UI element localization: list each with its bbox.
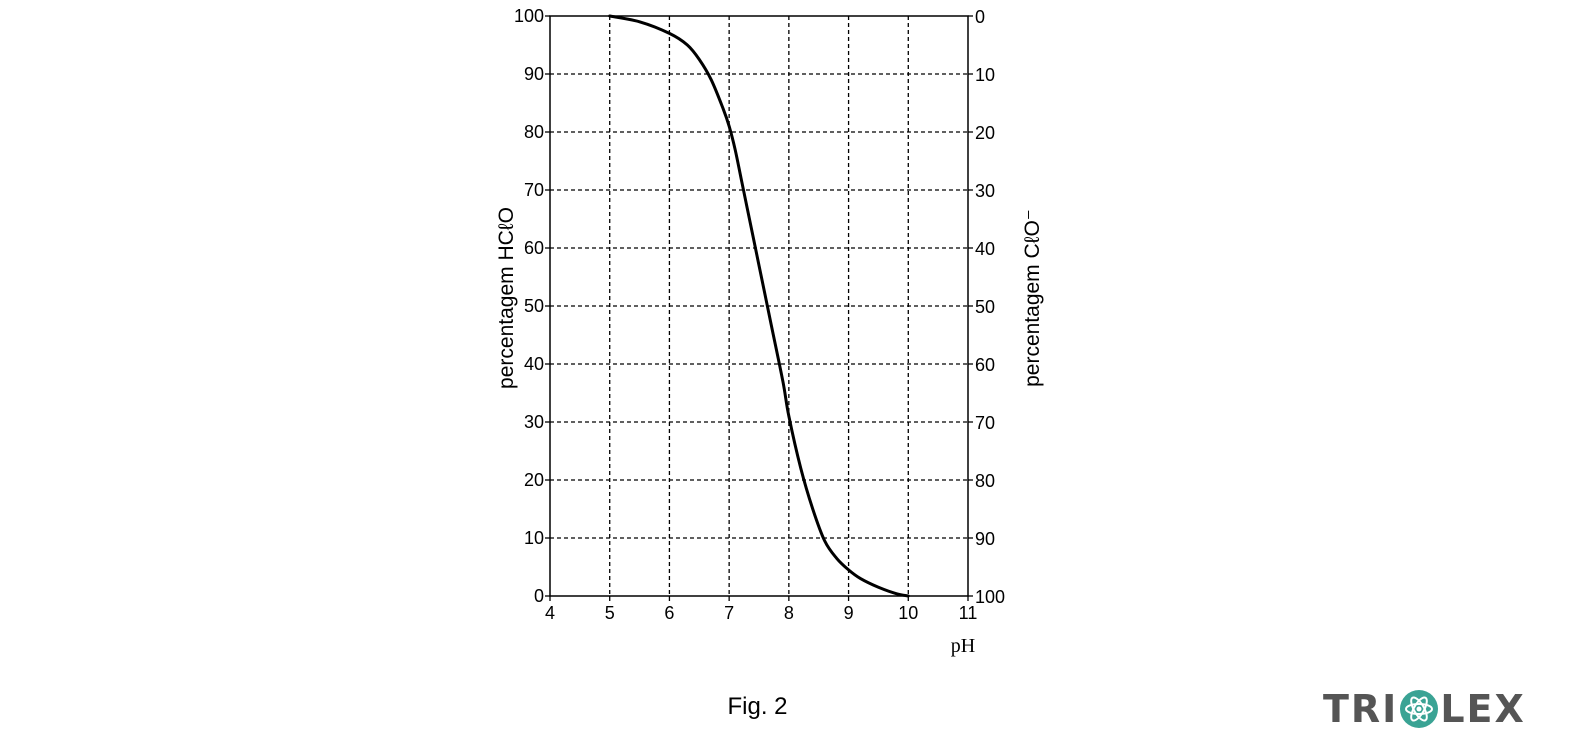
y-axis-label: percentagem HCℓO [495,207,518,389]
y2-tick-label: 10 [975,65,995,85]
y-tick-label: 50 [524,296,544,316]
x-axis-label: pH [951,635,975,657]
x-tick-label: 4 [545,603,555,623]
y2-tick-label: 40 [975,239,995,259]
y2-tick-label: 70 [975,413,995,433]
x-tick-label: 8 [784,603,794,623]
y2-axis-label: percentagem CℓO⁻ [1021,209,1044,387]
y2-tick-label: 50 [975,297,995,317]
y2-tick-label: 60 [975,355,995,375]
y-tick-label: 0 [534,586,544,606]
x-tick-label: 9 [844,603,854,623]
x-tick-label: 10 [898,603,918,623]
chart: 4 5 6 7 8 9 10 11010203040506070809010010090807… [495,6,1044,657]
y2-tick-label: 100 [975,587,1005,607]
tick-labels: 4 5 6 7 8 9 10 11010203040506070809010010090807… [514,6,1005,623]
grid-lines [550,16,968,596]
ticks [545,15,973,601]
y2-tick-label: 0 [975,7,985,27]
y-tick-label: 60 [524,238,544,258]
y-tick-label: 40 [524,354,544,374]
y2-tick-label: 30 [975,181,995,201]
y-tick-label: 10 [524,528,544,548]
x-tick-label: 5 [605,603,615,623]
x-tick-label: 7 [724,603,734,623]
y-tick-label: 20 [524,470,544,490]
x-tick-label: 6 [664,603,674,623]
atom-icon [1400,690,1439,728]
y-tick-label: 80 [524,122,544,142]
y-tick-label: 90 [524,64,544,84]
series-line [608,14,910,598]
logo-right-text: LEX [1440,687,1526,731]
x-tick-label: 11 [959,603,978,623]
y-tick-label: 70 [524,180,544,200]
y-tick-label: 30 [524,412,544,432]
y2-tick-label: 90 [975,529,995,549]
y2-tick-label: 20 [975,123,995,143]
y2-tick-label: 80 [975,471,995,491]
figure-caption: Fig. 2 [727,693,788,720]
y-tick-label: 100 [514,6,544,26]
plot-frame [549,15,969,597]
brand-logo: TRIOLEX TRI LEX [1323,686,1526,732]
logo-left-text: TRI [1323,687,1399,731]
